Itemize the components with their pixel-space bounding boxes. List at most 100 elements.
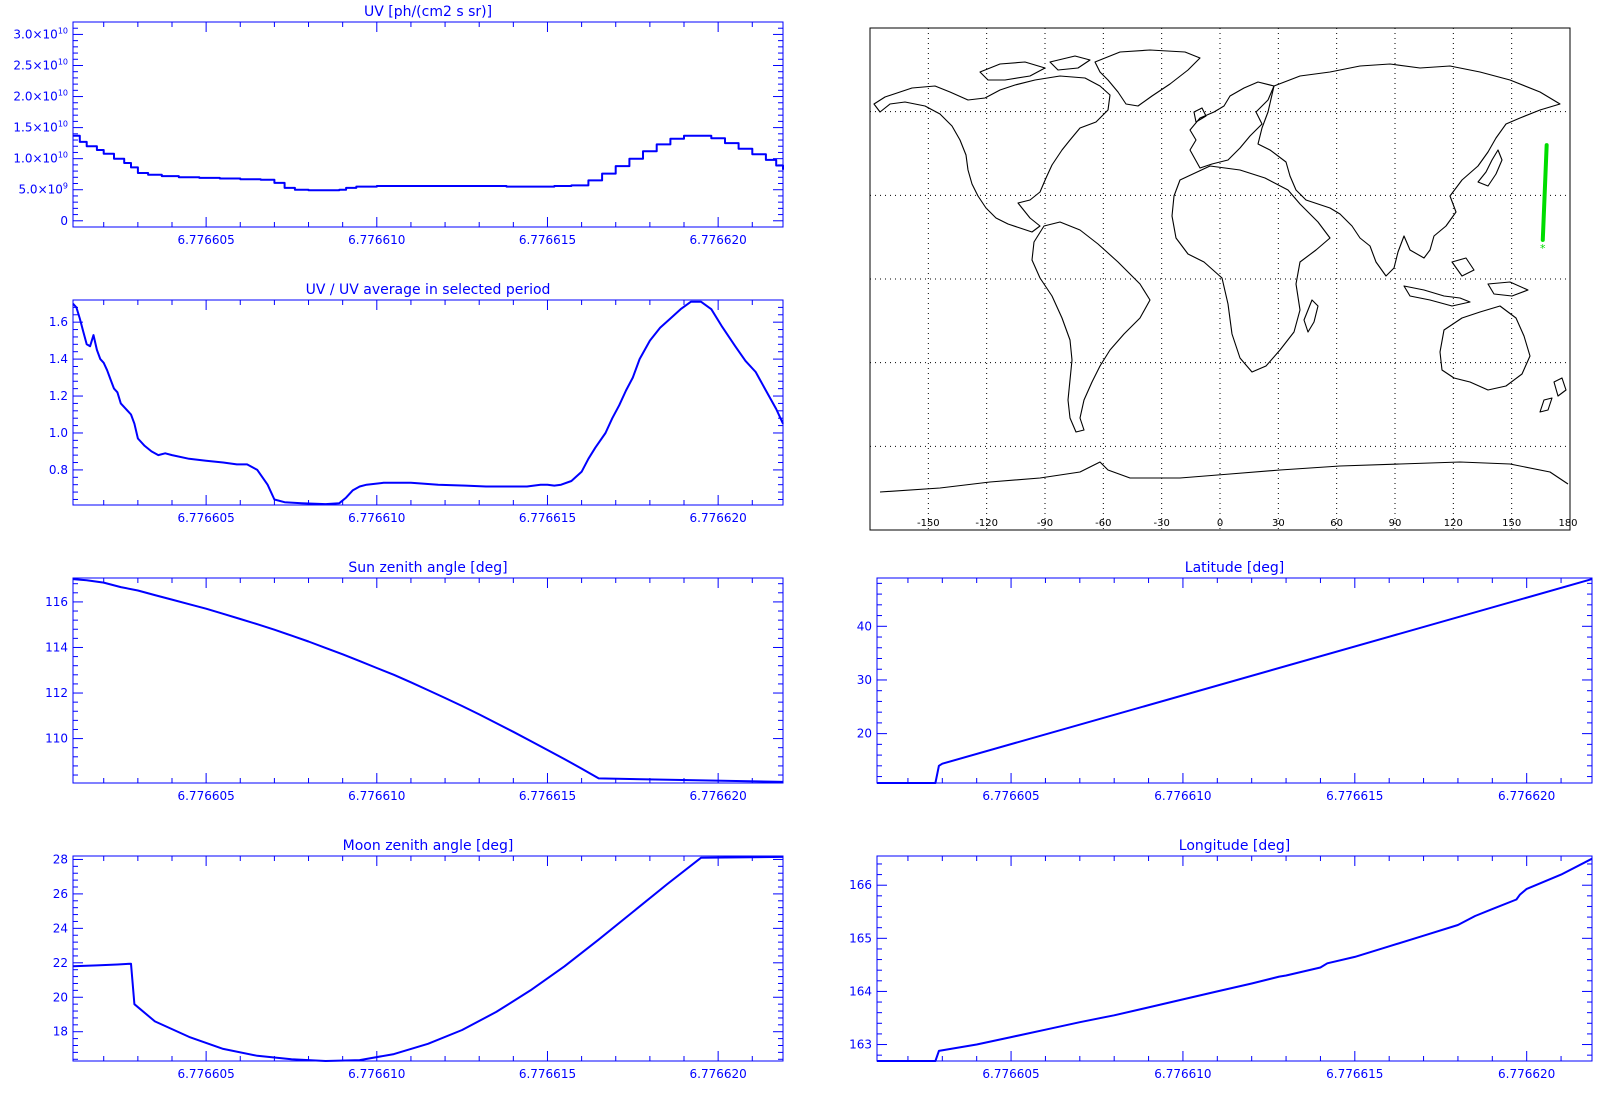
plot-panel-5: Moon zenith angle [deg] 6.776605 6.776610 6… <box>53 838 784 1081</box>
map-lon-label: -60 <box>1095 518 1111 529</box>
plot-panel-6: Longitude [deg] 6.776605 6.776610 6.776615 6… <box>849 838 1593 1081</box>
x-tick-label: 6.776615 <box>519 233 576 247</box>
x-tick-label: 6.776615 <box>1326 789 1383 803</box>
x-tick-label: 6.776620 <box>690 511 747 525</box>
plot-frame <box>72 21 784 228</box>
x-tick-label: 6.776605 <box>982 1067 1039 1081</box>
satellite-ground-track <box>1540 143 1549 242</box>
coast-japan <box>1477 149 1503 187</box>
x-tick-label: 6.776610 <box>1154 1067 1211 1081</box>
y-tick-label: 1.0 <box>49 426 68 440</box>
y-tick-label: 0 <box>60 214 68 228</box>
y-tick-label: 116 <box>45 595 68 609</box>
coast-new-zealand <box>1539 377 1567 413</box>
plot-title: Moon zenith angle [deg] <box>343 838 514 854</box>
y-tick-label: 166 <box>849 878 872 892</box>
y-tick-label: 30 <box>857 673 872 687</box>
y-tick-label: 20 <box>857 727 872 741</box>
coast-australia <box>1439 305 1531 391</box>
plot-panel-4: Latitude [deg] 6.776605 6.776610 6.776615 6.… <box>857 560 1593 803</box>
plot-panel-1: UV [ph/(cm2 s sr)] 6.776605 6.776610 6.7766… <box>13 4 784 247</box>
coast-africa <box>1171 165 1331 373</box>
map-lon-label: 90 <box>1389 518 1402 529</box>
y-tick-label: 28 <box>53 852 68 866</box>
map-lon-label: 150 <box>1502 518 1521 529</box>
y-tick-label: 40 <box>857 619 872 633</box>
coast-greenland <box>1094 49 1201 107</box>
track-start-marker: * <box>1540 242 1546 255</box>
x-tick-label: 6.776620 <box>690 1067 747 1081</box>
line-plots: UV [ph/(cm2 s sr)] 6.776605 6.776610 6.7766… <box>13 4 1593 1081</box>
y-tick-label: 110 <box>45 732 68 746</box>
x-tick-label: 6.776610 <box>348 511 405 525</box>
y-tick-label: 2.0×1010 <box>13 89 68 104</box>
y-tick-label: 26 <box>53 887 68 901</box>
x-tick-label: 6.776615 <box>519 511 576 525</box>
map-lon-label: 180 <box>1558 518 1577 529</box>
plot-panel-3: Sun zenith angle [deg] 6.776605 6.776610 6.… <box>45 560 784 803</box>
map-gridlines <box>870 28 1570 530</box>
map-longitude-labels: -150 -120 -90 -60 -30 0 30 60 90 120 150 180 <box>917 518 1578 529</box>
y-tick-label: 112 <box>45 686 68 700</box>
y-tick-label: 0.8 <box>49 463 68 477</box>
world-map-panel: -150 -120 -90 -60 -30 0 30 60 90 120 150 180 * <box>869 27 1578 531</box>
y-tick-label: 1.2 <box>49 389 68 403</box>
x-tick-label: 6.776605 <box>177 233 234 247</box>
x-tick-label: 6.776610 <box>348 1067 405 1081</box>
y-tick-label: 5.0×109 <box>18 182 68 197</box>
coast-europe <box>1189 81 1275 169</box>
x-tick-label: 6.776605 <box>177 1067 234 1081</box>
y-tick-label: 114 <box>45 640 68 654</box>
map-lon-label: -120 <box>975 518 998 529</box>
coast-asia <box>1257 63 1561 277</box>
series-line <box>877 578 1593 784</box>
y-tick-label: 165 <box>849 931 872 945</box>
plot-title: UV / UV average in selected period <box>306 282 551 298</box>
map-lon-label: 30 <box>1272 518 1285 529</box>
series-line <box>72 855 784 1062</box>
plot-frame <box>876 577 1593 784</box>
plot-frame <box>72 577 784 784</box>
plot-title: Longitude [deg] <box>1179 838 1290 854</box>
plot-frame <box>876 855 1593 1062</box>
coast-indonesia <box>1403 257 1529 307</box>
x-tick-label: 6.776610 <box>1154 789 1211 803</box>
y-tick-label: 22 <box>53 956 68 970</box>
x-tick-label: 6.776620 <box>1498 789 1555 803</box>
map-lon-label: 0 <box>1217 518 1223 529</box>
plot-panel-2: UV / UV average in selected period 6.7766… <box>49 282 784 525</box>
plot-frame <box>72 299 784 506</box>
y-tick-label: 18 <box>53 1025 68 1039</box>
x-tick-label: 6.776605 <box>982 789 1039 803</box>
map-lon-label: 120 <box>1444 518 1463 529</box>
coastlines <box>873 49 1569 493</box>
coast-madagascar <box>1303 299 1319 333</box>
y-tick-label: 164 <box>849 984 872 998</box>
x-tick-label: 6.776605 <box>177 789 234 803</box>
y-tick-label: 1.4 <box>49 352 68 366</box>
series-line <box>877 857 1593 1062</box>
coast-north-america <box>873 75 1111 233</box>
x-tick-label: 6.776620 <box>690 233 747 247</box>
y-tick-label: 163 <box>849 1038 872 1052</box>
series-line <box>72 300 784 506</box>
x-tick-label: 6.776610 <box>348 789 405 803</box>
y-tick-label: 2.5×1010 <box>13 57 68 72</box>
coast-arctic-islands <box>979 55 1091 81</box>
map-lon-label: -30 <box>1153 518 1169 529</box>
y-tick-label: 3.0×1010 <box>13 26 68 41</box>
plot-title: UV [ph/(cm2 s sr)] <box>364 4 492 20</box>
x-tick-label: 6.776615 <box>519 1067 576 1081</box>
x-tick-label: 6.776610 <box>348 233 405 247</box>
map-lon-label: -90 <box>1037 518 1053 529</box>
y-tick-label: 24 <box>53 921 68 935</box>
plot-title: Latitude [deg] <box>1185 560 1284 576</box>
map-lon-label: 60 <box>1330 518 1343 529</box>
y-tick-label: 20 <box>53 990 68 1004</box>
y-tick-label: 1.0×1010 <box>13 151 68 166</box>
y-tick-label: 1.6 <box>49 315 68 329</box>
coast-south-america <box>1031 221 1151 433</box>
series-line <box>73 134 784 192</box>
plot-title: Sun zenith angle [deg] <box>348 560 507 576</box>
